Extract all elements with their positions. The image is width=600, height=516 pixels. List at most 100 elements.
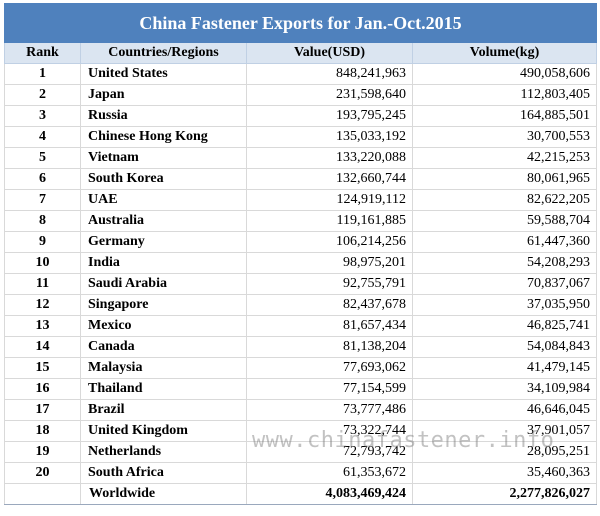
volume-cell: 490,058,606 [412, 63, 598, 85]
value-cell: 193,795,245 [246, 105, 413, 127]
country-cell: Vietnam [80, 147, 247, 169]
table-row: 14 Canada 81,138,204 54,084,843 [4, 336, 598, 358]
volume-cell: 70,837,067 [412, 273, 598, 295]
country-cell: Brazil [80, 399, 247, 421]
header-rank: Rank [4, 42, 81, 64]
value-cell: 77,693,062 [246, 357, 413, 379]
title-row: China Fastener Exports for Jan.-Oct.2015 [3, 3, 598, 43]
country-cell: Australia [80, 210, 247, 232]
country-cell: South Africa [80, 462, 247, 484]
table-row: 18 United Kingdom 73,322,744 37,901,057 [4, 420, 598, 442]
table-row: 3 Russia 193,795,245 164,885,501 [4, 105, 598, 127]
volume-cell: 41,479,145 [412, 357, 598, 379]
value-cell: 124,919,112 [246, 189, 413, 211]
value-cell: 133,220,088 [246, 147, 413, 169]
value-cell: 132,660,744 [246, 168, 413, 190]
value-cell: 73,777,486 [246, 399, 413, 421]
value-cell: 106,214,256 [246, 231, 413, 253]
country-cell: Mexico [80, 315, 247, 337]
country-cell: United Kingdom [80, 420, 247, 442]
country-cell: Singapore [80, 294, 247, 316]
rank-cell: 16 [4, 378, 81, 400]
country-cell: Saudi Arabia [80, 273, 247, 295]
table-row: 10 India 98,975,201 54,208,293 [4, 252, 598, 274]
table-row: 11 Saudi Arabia 92,755,791 70,837,067 [4, 273, 598, 295]
rank-cell: 15 [4, 357, 81, 379]
table-title: China Fastener Exports for Jan.-Oct.2015 [3, 3, 598, 43]
country-cell: Chinese Hong Kong [80, 126, 247, 148]
rank-cell: 20 [4, 462, 81, 484]
value-cell: 119,161,885 [246, 210, 413, 232]
rank-cell: 7 [4, 189, 81, 211]
value-cell: 231,598,640 [246, 84, 413, 106]
table-row: 20 South Africa 61,353,672 35,460,363 [4, 462, 598, 484]
volume-cell: 37,901,057 [412, 420, 598, 442]
volume-cell: 82,622,205 [412, 189, 598, 211]
rank-cell: 3 [4, 105, 81, 127]
table-row: 15 Malaysia 77,693,062 41,479,145 [4, 357, 598, 379]
volume-cell: 112,803,405 [412, 84, 598, 106]
rank-cell: 19 [4, 441, 81, 463]
volume-cell: 30,700,553 [412, 126, 598, 148]
header-value: Value(USD) [246, 42, 413, 64]
value-cell: 77,154,599 [246, 378, 413, 400]
rank-cell: 5 [4, 147, 81, 169]
country-cell: Thailand [80, 378, 247, 400]
volume-cell: 80,061,965 [412, 168, 598, 190]
header-row: Rank Countries/Regions Value(USD) Volume… [4, 42, 598, 64]
total-label: Worldwide [80, 483, 247, 505]
table-row: 16 Thailand 77,154,599 34,109,984 [4, 378, 598, 400]
volume-cell: 54,084,843 [412, 336, 598, 358]
table-row: 6 South Korea 132,660,744 80,061,965 [4, 168, 598, 190]
country-cell: Japan [80, 84, 247, 106]
country-cell: South Korea [80, 168, 247, 190]
table-row: 4 Chinese Hong Kong 135,033,192 30,700,553 [4, 126, 598, 148]
total-value: 4,083,469,424 [246, 483, 413, 505]
country-cell: India [80, 252, 247, 274]
rank-cell: 14 [4, 336, 81, 358]
rank-cell: 13 [4, 315, 81, 337]
volume-cell: 37,035,950 [412, 294, 598, 316]
country-cell: Russia [80, 105, 247, 127]
table-row: 7 UAE 124,919,112 82,622,205 [4, 189, 598, 211]
country-cell: Canada [80, 336, 247, 358]
rank-cell: 12 [4, 294, 81, 316]
country-cell: Malaysia [80, 357, 247, 379]
value-cell: 848,241,963 [246, 63, 413, 85]
country-cell: Netherlands [80, 441, 247, 463]
table-row: 13 Mexico 81,657,434 46,825,741 [4, 315, 598, 337]
volume-cell: 61,447,360 [412, 231, 598, 253]
country-cell: Germany [80, 231, 247, 253]
total-row: Worldwide 4,083,469,424 2,277,826,027 [4, 483, 598, 505]
rank-cell: 8 [4, 210, 81, 232]
volume-cell: 34,109,984 [412, 378, 598, 400]
value-cell: 61,353,672 [246, 462, 413, 484]
rank-cell: 1 [4, 63, 81, 85]
table-row: 1 United States 848,241,963 490,058,606 [4, 63, 598, 85]
exports-table: China Fastener Exports for Jan.-Oct.2015… [3, 3, 598, 505]
volume-cell: 164,885,501 [412, 105, 598, 127]
rank-cell: 4 [4, 126, 81, 148]
country-cell: UAE [80, 189, 247, 211]
rank-cell: 18 [4, 420, 81, 442]
volume-cell: 28,095,251 [412, 441, 598, 463]
value-cell: 81,657,434 [246, 315, 413, 337]
value-cell: 81,138,204 [246, 336, 413, 358]
header-country: Countries/Regions [80, 42, 247, 64]
value-cell: 73,322,744 [246, 420, 413, 442]
rank-cell: 2 [4, 84, 81, 106]
table-body: 1 United States 848,241,963 490,058,606 2 Ja… [4, 63, 598, 505]
value-cell: 72,793,742 [246, 441, 413, 463]
total-volume: 2,277,826,027 [412, 483, 598, 505]
header-volume: Volume(kg) [411, 42, 598, 64]
value-cell: 92,755,791 [246, 273, 413, 295]
table-row: 12 Singapore 82,437,678 37,035,950 [4, 294, 598, 316]
rank-cell: 6 [4, 168, 81, 190]
value-cell: 98,975,201 [246, 252, 413, 274]
table-row: 5 Vietnam 133,220,088 42,215,253 [4, 147, 598, 169]
rank-cell: 11 [4, 273, 81, 295]
table-row: 19 Netherlands 72,793,742 28,095,251 [4, 441, 598, 463]
value-cell: 135,033,192 [246, 126, 413, 148]
exports-table-container: China Fastener Exports for Jan.-Oct.2015… [3, 3, 598, 511]
rank-cell: 9 [4, 231, 81, 253]
